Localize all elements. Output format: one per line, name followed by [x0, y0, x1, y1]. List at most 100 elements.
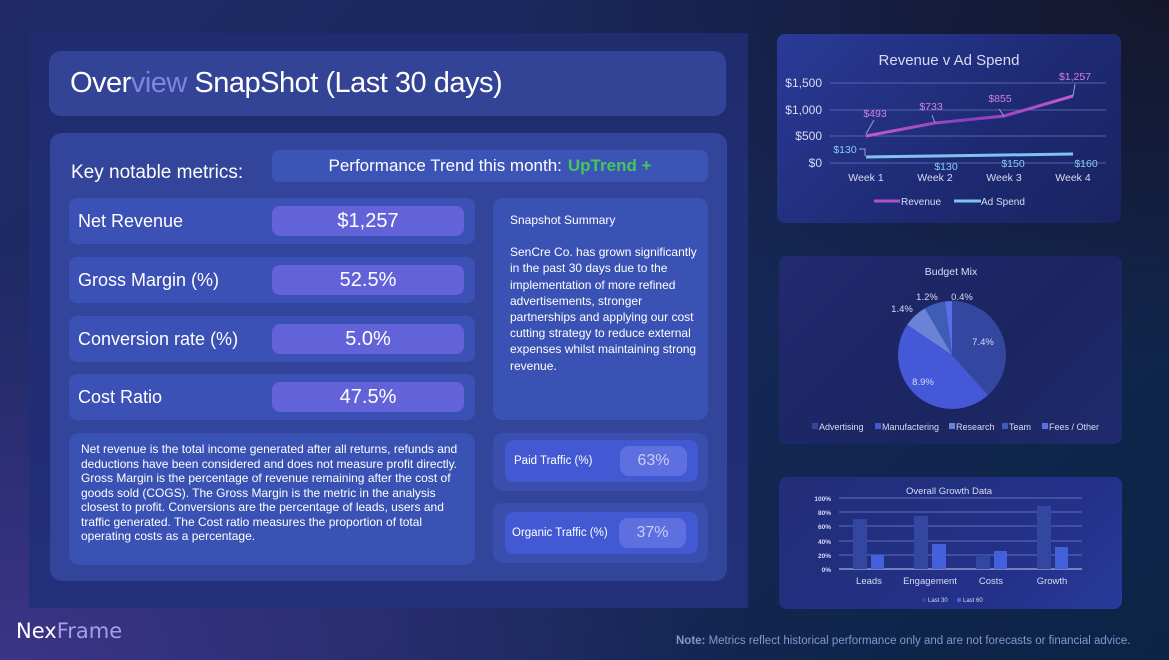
slice-manufacturing: [898, 324, 989, 409]
svg-text:$1,257: $1,257: [1059, 71, 1091, 83]
traffic-label: Organic Traffic (%): [512, 527, 608, 539]
svg-text:Research: Research: [956, 422, 995, 432]
svg-text:Engagement: Engagement: [903, 576, 957, 587]
svg-text:$130: $130: [833, 144, 857, 156]
metric-net-revenue: Net Revenue $1,257: [69, 198, 475, 244]
revenue-labels: $493 $733 $855 $1,257: [863, 71, 1091, 120]
logo-part-1: Nex: [16, 619, 57, 643]
metric-label: Net Revenue: [78, 210, 184, 231]
svg-text:$160: $160: [1074, 158, 1098, 170]
metric-conversion-rate: Conversion rate (%) 5.0%: [69, 316, 475, 362]
overall-growth-chart: Overall Growth Data 100% 80% 60% 40% 20%…: [779, 477, 1122, 609]
title-accent: view: [130, 67, 188, 99]
svg-text:$733: $733: [919, 101, 943, 113]
svg-text:80%: 80%: [818, 510, 831, 517]
svg-text:Week 3: Week 3: [986, 172, 1022, 184]
svg-text:1.2%: 1.2%: [916, 292, 938, 303]
slice-research: [907, 308, 952, 355]
revenue-vs-adspend-chart: Revenue v Ad Spend $1,500 $1,000 $500 $0…: [777, 34, 1121, 223]
svg-text:Week 2: Week 2: [917, 172, 953, 184]
metric-value: 52.5%: [272, 265, 464, 295]
svg-text:40%: 40%: [818, 539, 831, 546]
x-axis-ticks: Leads Engagement Costs Growth: [856, 576, 1067, 587]
svg-text:$493: $493: [863, 108, 887, 120]
svg-text:Leads: Leads: [856, 576, 882, 587]
svg-text:$130: $130: [934, 161, 958, 173]
svg-text:1.4%: 1.4%: [891, 304, 913, 315]
traffic-value: 63%: [620, 446, 687, 476]
revenue-line: [865, 94, 1074, 138]
svg-text:60%: 60%: [818, 524, 831, 531]
svg-text:Manufactering: Manufactering: [882, 422, 939, 432]
metric-cost-ratio: Cost Ratio 47.5%: [69, 374, 475, 420]
svg-text:Advertising: Advertising: [819, 422, 864, 432]
chart-title: Budget Mix: [925, 266, 978, 278]
svg-text:20%: 20%: [818, 553, 831, 560]
metric-label: Cost Ratio: [78, 386, 163, 407]
chart-title: Overall Growth Data: [906, 486, 993, 497]
label-leaders: [859, 83, 1076, 156]
metric-value: 47.5%: [272, 382, 464, 412]
page-title: Over view SnapShot (Last 30 days): [49, 51, 726, 116]
slice-fees: [944, 301, 952, 355]
svg-text:$1,000: $1,000: [785, 103, 822, 117]
slice-advertising: [952, 301, 1006, 396]
chart-legend: Last 30 Last 60: [922, 598, 983, 604]
svg-text:Growth: Growth: [1037, 576, 1068, 587]
slice-team: [925, 301, 952, 355]
ad-spend-line: [865, 152, 1074, 159]
svg-text:Revenue: Revenue: [901, 197, 941, 208]
traffic-value: 37%: [619, 518, 686, 548]
organic-traffic-row: Organic Traffic (%) 37%: [505, 512, 698, 554]
chart-legend: Advertising Manufactering Research Team …: [812, 422, 1099, 432]
nexframe-logo: NexFrame: [16, 619, 122, 643]
trend-value: UpTrend +: [567, 156, 652, 175]
ad-spend-labels: $130 $130 $150 $160: [833, 144, 1098, 173]
gridlines: [830, 82, 1106, 164]
logo-part-2: Frame: [56, 619, 123, 643]
disclaimer-note: Note: Metrics reflect historical perform…: [676, 635, 1130, 647]
metric-gross-margin: Gross Margin (%) 52.5%: [69, 257, 475, 303]
traffic-label: Paid Traffic (%): [514, 455, 593, 467]
bars: [853, 506, 1068, 569]
note-text: Metrics reflect historical performance o…: [705, 635, 1131, 647]
pie: [898, 301, 1006, 409]
pie-labels: 7.4% 8.9% 1.4% 1.2% 0.4%: [891, 292, 994, 388]
budget-mix-chart: Budget Mix 7.4% 8.9% 1.4% 1.2% 0.4% Adve…: [779, 256, 1122, 444]
performance-trend-banner: Performance Trend this month: UpTrend +: [272, 150, 708, 182]
paid-traffic-card: Paid Traffic (%) 63%: [493, 433, 708, 491]
svg-text:Fees / Other: Fees / Other: [1049, 422, 1099, 432]
y-axis-ticks: 100% 80% 60% 40% 20% 0%: [814, 496, 831, 574]
svg-text:Week 1: Week 1: [848, 172, 884, 184]
x-axis-ticks: Week 1 Week 2 Week 3 Week 4: [848, 172, 1091, 184]
svg-text:Last 30: Last 30: [928, 598, 948, 604]
svg-text:0%: 0%: [822, 567, 832, 574]
summary-title: Snapshot Summary: [510, 213, 616, 227]
title-part-1: Over: [70, 67, 131, 99]
svg-text:Costs: Costs: [979, 576, 1004, 587]
svg-text:Ad Spend: Ad Spend: [981, 197, 1025, 208]
metric-label: Conversion rate (%): [78, 328, 239, 349]
y-axis-ticks: $1,500 $1,000 $500 $0: [785, 76, 822, 170]
svg-text:$500: $500: [795, 129, 822, 143]
chart-title: Revenue v Ad Spend: [879, 52, 1020, 69]
organic-traffic-card: Organic Traffic (%) 37%: [493, 503, 708, 563]
svg-text:Week 4: Week 4: [1055, 172, 1091, 184]
metric-value: 5.0%: [272, 324, 464, 354]
svg-text:$150: $150: [1001, 158, 1025, 170]
title-part-2: SnapShot (Last 30 days): [186, 67, 503, 99]
key-metrics-label: Key notable metrics:: [71, 162, 244, 183]
paid-traffic-row: Paid Traffic (%) 63%: [505, 440, 698, 482]
svg-text:$855: $855: [988, 93, 1012, 105]
trend-label: Performance Trend this month:: [328, 156, 562, 175]
snapshot-summary-card: Snapshot Summary SenCre Co. has grown si…: [493, 198, 708, 420]
note-label: Note:: [676, 635, 706, 647]
metric-value: $1,257: [272, 206, 464, 236]
summary-body: SenCre Co. has grown significantly in th…: [510, 245, 697, 373]
svg-text:$1,500: $1,500: [785, 76, 822, 90]
chart-legend: Revenue Ad Spend: [874, 197, 1025, 208]
svg-text:$0: $0: [809, 156, 823, 170]
svg-text:100%: 100%: [814, 496, 831, 503]
svg-text:0.4%: 0.4%: [951, 292, 973, 303]
svg-text:7.4%: 7.4%: [972, 337, 994, 348]
